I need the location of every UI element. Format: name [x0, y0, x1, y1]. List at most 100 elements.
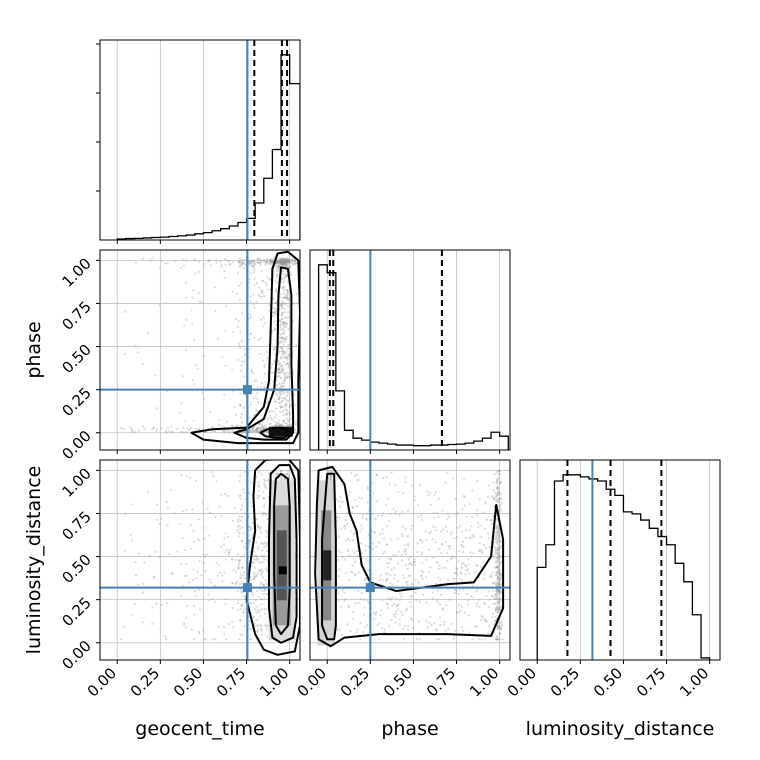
sample-point	[257, 485, 261, 489]
sample-point	[262, 497, 266, 500]
sample-point	[275, 261, 278, 264]
sample-point	[282, 260, 285, 263]
sample-point	[498, 574, 501, 577]
x-tick-label: 0.00	[504, 664, 540, 700]
sample-point	[496, 574, 499, 577]
sample-point	[415, 598, 418, 602]
sample-point	[248, 348, 251, 351]
sample-point	[180, 402, 183, 405]
sample-point	[282, 286, 285, 289]
sample-point	[499, 573, 502, 576]
sample-point	[495, 480, 499, 483]
sample-point	[497, 486, 500, 489]
sample-point	[284, 372, 287, 375]
sample-point	[237, 563, 240, 566]
sample-point	[283, 379, 286, 382]
sample-point	[398, 598, 402, 602]
sample-point	[231, 430, 234, 433]
sample-point	[497, 571, 500, 574]
sample-point	[255, 558, 258, 561]
sample-point	[261, 359, 265, 362]
sample-point	[496, 540, 500, 543]
sample-point	[450, 530, 453, 534]
histogram-geocent_time	[116, 54, 300, 240]
sample-point	[279, 424, 282, 427]
sample-point	[285, 395, 288, 398]
sample-point	[249, 501, 252, 504]
sample-point	[284, 294, 288, 297]
sample-point	[498, 631, 502, 635]
sample-point	[211, 425, 214, 429]
sample-point	[497, 580, 500, 583]
sample-point	[493, 597, 496, 600]
panel-frame	[99, 459, 301, 661]
sample-point	[347, 549, 350, 553]
sample-point	[271, 261, 274, 264]
sample-point	[385, 602, 389, 605]
sample-point	[498, 582, 501, 585]
sample-point	[264, 544, 268, 547]
sample-point	[449, 558, 453, 561]
sample-point	[258, 536, 261, 539]
sample-point	[282, 261, 286, 264]
sample-point	[238, 265, 241, 268]
sample-point	[274, 289, 277, 292]
sample-point	[460, 562, 463, 565]
sample-point	[492, 496, 495, 499]
sample-point	[252, 426, 255, 429]
sample-point	[279, 340, 283, 343]
sample-point	[248, 543, 251, 546]
sample-point	[130, 539, 133, 542]
sample-point	[273, 400, 276, 403]
sample-point	[329, 474, 332, 478]
sample-point	[160, 603, 163, 606]
sample-point	[401, 492, 405, 495]
sample-point	[495, 582, 498, 585]
sample-point	[290, 424, 293, 427]
sample-point	[243, 624, 246, 628]
sample-point	[462, 550, 465, 554]
sample-point	[365, 518, 368, 521]
sample-point	[277, 401, 280, 405]
sample-point	[259, 318, 263, 321]
sample-point	[281, 317, 284, 320]
sample-point	[492, 497, 495, 501]
sample-point	[395, 610, 398, 613]
sample-point	[255, 554, 258, 557]
sample-point	[495, 534, 498, 538]
sample-point	[455, 610, 459, 614]
sample-point	[284, 259, 287, 262]
sample-point	[285, 260, 288, 263]
sample-point	[185, 574, 188, 577]
sample-point	[497, 553, 500, 556]
sample-point	[286, 472, 289, 475]
sample-point	[497, 476, 500, 480]
sample-point	[500, 621, 503, 624]
contour-level	[273, 472, 291, 636]
sample-point	[262, 258, 266, 262]
sample-point	[280, 328, 283, 331]
sample-point	[221, 355, 224, 359]
sample-point	[179, 266, 183, 270]
sample-point	[215, 259, 218, 262]
sample-point	[381, 552, 385, 555]
sample-point	[286, 260, 289, 264]
sample-point	[248, 281, 251, 284]
sample-point	[279, 410, 282, 414]
sample-point	[468, 502, 471, 506]
sample-point	[240, 413, 243, 416]
sample-point	[288, 266, 291, 270]
sample-point	[261, 513, 265, 516]
sample-point	[251, 260, 254, 263]
sample-point	[277, 260, 280, 264]
sample-point	[237, 260, 240, 263]
sample-point	[407, 574, 410, 577]
sample-point	[279, 386, 282, 390]
sample-point	[262, 505, 266, 508]
sample-point	[491, 589, 495, 593]
sample-point	[456, 511, 459, 515]
sample-point	[250, 482, 253, 485]
sample-point	[272, 348, 275, 351]
sample-point	[488, 598, 491, 601]
sample-point	[266, 628, 269, 631]
